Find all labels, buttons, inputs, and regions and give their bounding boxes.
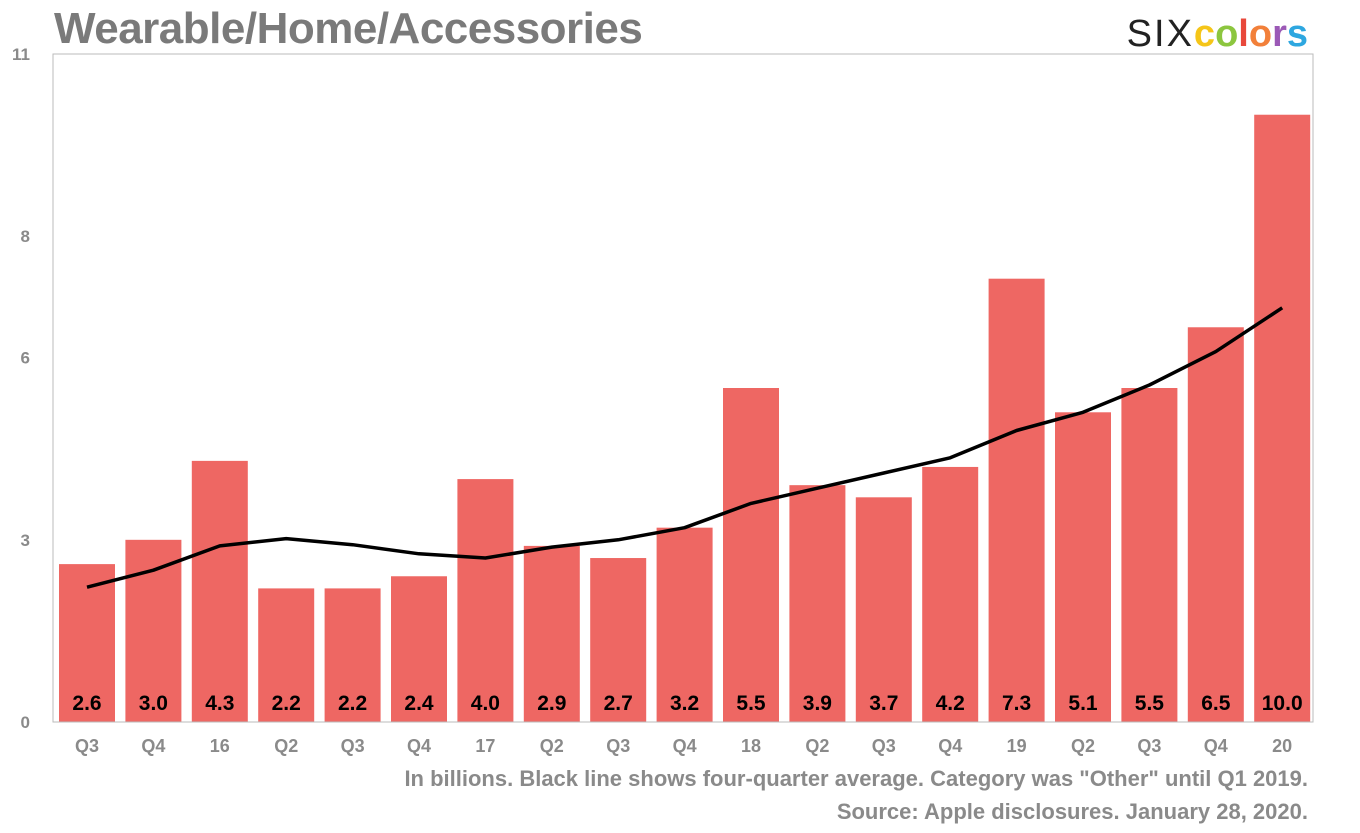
bar-value-label: 7.3 (1002, 692, 1031, 715)
bar-value-label: 5.5 (1135, 692, 1165, 715)
x-tick-label: Q4 (938, 736, 962, 756)
bar (656, 527, 713, 722)
y-tick-label: 6 (21, 349, 30, 368)
bar (922, 466, 979, 722)
bar (1254, 114, 1311, 722)
x-tick-label: Q2 (540, 736, 564, 756)
x-tick-label: Q2 (274, 736, 298, 756)
bar-value-label: 2.2 (338, 692, 367, 715)
bar-value-label: 2.7 (604, 692, 633, 715)
x-tick-label: 17 (475, 736, 495, 756)
x-tick-label: Q2 (805, 736, 829, 756)
bar-value-label: 3.9 (803, 692, 832, 715)
logo-letter: l (1238, 13, 1249, 55)
bar (723, 388, 779, 722)
bar (324, 588, 381, 722)
bar (855, 497, 912, 722)
x-tick-label: Q3 (341, 736, 365, 756)
x-tick-label: 20 (1272, 736, 1292, 756)
y-tick-label: 0 (21, 713, 30, 732)
chart-title: Wearable/Home/Accessories (54, 4, 643, 53)
bar-value-label: 4.3 (205, 692, 234, 715)
bar (191, 460, 248, 722)
sixcolors-logo: SIXcolors (1127, 10, 1308, 58)
bar-value-label: 2.9 (537, 692, 566, 715)
bar-value-label: 3.7 (869, 692, 898, 715)
x-tick-label: Q2 (1071, 736, 1095, 756)
bar-value-label: 6.5 (1201, 692, 1231, 715)
x-tick-label: Q3 (606, 736, 630, 756)
average-line (86, 306, 1284, 589)
plot-frame (52, 53, 1314, 723)
x-tick-label: Q4 (407, 736, 431, 756)
bar (1187, 327, 1244, 722)
bar-value-label: 3.2 (670, 692, 699, 715)
y-axis-ticks: 0 3 6 8 11 (12, 45, 30, 732)
bar-value-labels: 2.6 3.0 4.3 2.2 2.2 2.4 4.0 2.9 2.7 3.2 5.5 3.9 3.7 4… (72, 692, 1302, 715)
y-tick-label: 11 (12, 45, 30, 64)
bar (1121, 388, 1178, 722)
x-tick-label: 19 (1007, 736, 1027, 756)
bar (1055, 412, 1111, 722)
bar (590, 558, 647, 722)
logo-letter: o (1215, 13, 1239, 55)
bar-value-label: 2.4 (404, 692, 434, 715)
x-tick-label: Q4 (141, 736, 165, 756)
x-tick-label: Q3 (1137, 736, 1161, 756)
bar-value-label: 4.2 (936, 692, 965, 715)
logo-letter: r (1272, 13, 1287, 55)
bar-value-label: 3.0 (139, 692, 168, 715)
x-tick-label: Q4 (673, 736, 697, 756)
x-tick-label: Q3 (75, 736, 99, 756)
bar (988, 278, 1045, 722)
y-tick-label: 8 (21, 227, 30, 246)
logo-letter: o (1248, 13, 1273, 55)
bar (391, 576, 447, 722)
bar-value-label: 5.1 (1068, 692, 1098, 715)
bar (258, 588, 315, 722)
x-axis-ticks: Q3 Q4 16 Q2 Q3 Q4 17 Q2 Q3 Q4 18 Q2 Q3 Q4 19 Q2 Q3 Q4 20 (75, 736, 1292, 756)
bar (457, 479, 514, 722)
bars (59, 114, 1311, 722)
bar (59, 564, 115, 722)
footnote-line-2: Source: Apple disclosures. January 28, 2… (836, 799, 1308, 824)
y-tick-label: 3 (21, 531, 30, 550)
logo-letter: s (1286, 13, 1308, 55)
bar-value-label: 10.0 (1262, 692, 1303, 715)
x-tick-label: Q3 (872, 736, 896, 756)
logo-letter: c (1193, 13, 1216, 55)
x-tick-label: 16 (210, 736, 230, 756)
footnote-line-1: In billions. Black line shows four-quart… (404, 766, 1308, 791)
x-tick-label: 18 (741, 736, 761, 756)
bar-value-label: 5.5 (736, 692, 766, 715)
logo-colors-word: colors (1194, 13, 1308, 55)
logo-prefix: SIX (1126, 13, 1194, 55)
bar (523, 545, 580, 722)
bar-value-label: 2.2 (272, 692, 301, 715)
bar (789, 485, 846, 722)
x-tick-label: Q4 (1204, 736, 1228, 756)
bar-value-label: 2.6 (72, 692, 101, 715)
bar-value-label: 4.0 (471, 692, 500, 715)
